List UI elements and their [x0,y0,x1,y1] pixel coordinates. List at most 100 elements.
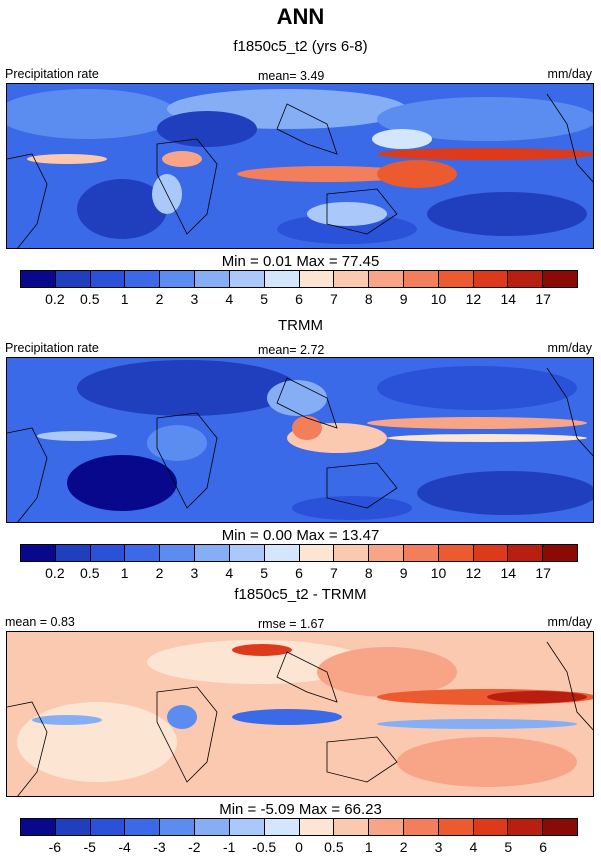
colorbar-tick-label: -6 [48,839,62,855]
colorbar-tick-label: 1 [120,291,129,307]
panel-1-map [6,83,594,249]
panel-2-units-label: mm/day [547,341,592,355]
colorbar-swatch [264,819,300,835]
panel-2-colorbar [20,544,578,562]
colorbar-tick-label: 0.2 [45,291,65,307]
colorbar-tick-label: 14 [500,291,517,307]
colorbar-tick-label: 2 [155,291,164,307]
colorbar-swatch [90,271,126,287]
panel-2-colorbar-ticks: 0.2 0.5 1 2 3 4 5 6 7 8 9 10 12 14 17 [0,565,601,583]
colorbar-swatch [508,819,544,835]
colorbar-swatch [299,819,335,835]
colorbar-swatch [543,545,577,561]
colorbar-swatch [438,545,474,561]
colorbar-tick-label: 4 [225,565,234,581]
panel-3-min-max: Min = -5.09 Max = 66.23 [219,801,382,818]
colorbar-tick-label: 17 [535,291,551,307]
colorbar-tick-label: 0.2 [45,565,65,581]
colorbar-swatch [299,271,335,287]
colorbar-swatch [229,271,265,287]
colorbar-swatch [229,545,265,561]
colorbar-swatch [195,819,230,835]
colorbar-swatch [21,819,56,835]
colorbar-tick-label: 5 [260,291,269,307]
colorbar-swatch [55,545,91,561]
colorbar-swatch [369,271,404,287]
colorbar-tick-label: 4 [469,839,478,855]
colorbar-swatch [438,271,474,287]
colorbar-swatch [55,271,91,287]
colorbar-tick-label: 2 [399,839,408,855]
colorbar-swatch [264,271,300,287]
colorbar-tick-label: 10 [430,291,447,307]
colorbar-swatch [125,271,161,287]
colorbar-tick-label: -4 [118,839,131,855]
colorbar-tick-label: 0.5 [80,565,100,581]
colorbar-swatch [403,819,439,835]
colorbar-swatch [160,545,196,561]
colorbar-tick-label: 7 [329,565,338,581]
colorbar-swatch [369,545,404,561]
colorbar-tick-label: 5 [504,839,513,855]
colorbar-tick-label: 0.5 [324,839,344,855]
panel-3-title: f1850c5_t2 - TRMM [234,586,367,603]
colorbar-tick-label: 6 [295,565,303,581]
colorbar-tick-label: 12 [465,291,482,307]
colorbar-tick-label: 0.5 [80,291,100,307]
panel-1-mean-label: mean= 3.49 [258,69,325,83]
panel-1-colorbar-ticks: 0.2 0.5 1 2 3 4 5 6 7 8 9 10 12 14 17 [0,291,601,309]
panel-2-mean-label: mean= 2.72 [258,343,325,357]
colorbar-tick-label: 4 [225,291,234,307]
colorbar-swatch [21,271,56,287]
panel-3-colorbar-ticks: -6 -5 -4 -3 -2 -1 -0.5 0 0.5 1 2 3 4 5 6 [0,839,601,857]
page-title: ANN [276,4,325,29]
colorbar-swatch [543,271,577,287]
colorbar-tick-label: 9 [399,291,408,307]
colorbar-tick-label: 10 [430,565,447,581]
colorbar-swatch [473,545,509,561]
panel-3-map [6,631,594,797]
panel-1-colorbar [20,270,578,288]
colorbar-swatch [195,271,230,287]
colorbar-tick-label: -2 [188,839,201,855]
colorbar-swatch [403,545,439,561]
panel-3-units-label: mm/day [547,615,592,629]
panel-1-units-label: mm/day [547,67,592,81]
colorbar-tick-label: 8 [364,565,373,581]
colorbar-tick-label: 1 [120,565,129,581]
colorbar-tick-label: 6 [539,839,548,855]
colorbar-tick-label: 7 [329,291,338,307]
colorbar-tick-label: 14 [500,565,517,581]
colorbar-tick-label: 17 [535,565,551,581]
colorbar-swatch [125,819,161,835]
panel-3-rmse-label: rmse = 1.67 [258,617,325,631]
colorbar-swatch [508,271,544,287]
colorbar-tick-label: 12 [465,565,482,581]
colorbar-swatch [90,819,126,835]
colorbar-swatch [160,271,196,287]
colorbar-swatch [229,819,265,835]
colorbar-tick-label: 8 [364,291,373,307]
colorbar-tick-label: -3 [153,839,166,855]
colorbar-tick-label: 6 [295,291,303,307]
panel-2-title: TRMM [278,317,323,334]
colorbar-swatch [543,819,577,835]
colorbar-tick-label: 3 [190,565,199,581]
panel-2-min-max: Min = 0.00 Max = 13.47 [221,527,380,544]
panel-1-variable-label: Precipitation rate [5,67,99,81]
colorbar-tick-label: 3 [190,291,199,307]
colorbar-swatch [334,819,370,835]
colorbar-tick-label: -1 [223,839,236,855]
panel-2-variable-label: Precipitation rate [5,341,99,355]
colorbar-swatch [125,545,161,561]
colorbar-swatch [299,545,335,561]
colorbar-tick-label: -0.5 [252,839,277,855]
panel-3-colorbar [20,818,578,836]
colorbar-swatch [473,819,509,835]
colorbar-swatch [334,271,370,287]
colorbar-swatch [334,545,370,561]
colorbar-swatch [160,819,196,835]
colorbar-tick-label: 2 [155,565,164,581]
colorbar-swatch [264,545,300,561]
colorbar-swatch [403,271,439,287]
